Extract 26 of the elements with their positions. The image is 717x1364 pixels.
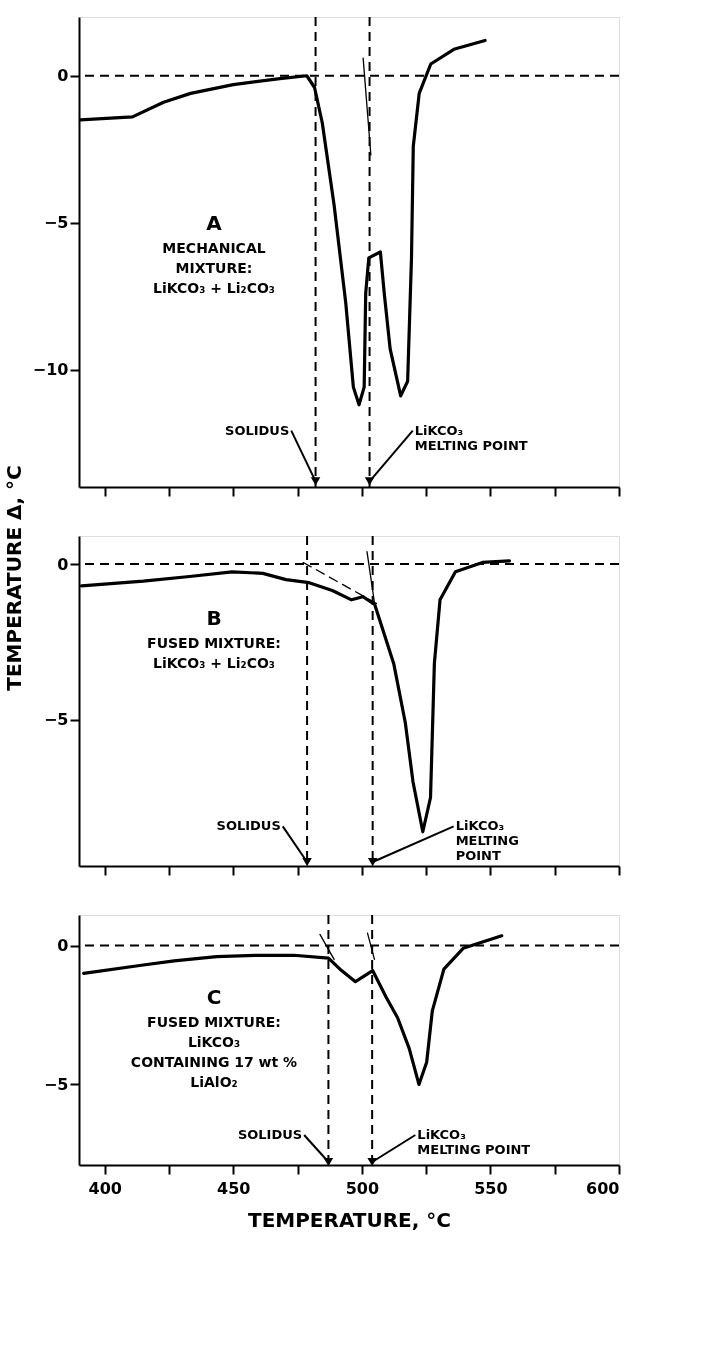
annotation: FUSED MIXTURE: LiKCO₃ CONTAINING 17 wt % LiAlO₂ [130, 1013, 298, 1090]
y-tick-label: −5 [43, 710, 69, 730]
ref-line-label: LiKCO₃ MELTING POINT [417, 1127, 531, 1157]
ref-line-label: SOLIDUS [225, 422, 290, 438]
y-tick-label: −5 [43, 1074, 69, 1094]
ref-line-label: LiKCO₃ MELTING POINT [414, 422, 528, 453]
annotation: A [206, 211, 223, 236]
annotation: FUSED MIXTURE: LiKCO₃ + Li₂CO₃ [147, 634, 281, 671]
x-tick-label: 400 [88, 1178, 122, 1198]
x-tick-label: 450 [217, 1178, 251, 1198]
ref-line-label: LiKCO₃ MELTING POINT [455, 818, 519, 864]
ref-line-label: SOLIDUS [237, 1127, 303, 1142]
y-tick-label: 0 [57, 554, 69, 574]
y-tick-label: 0 [57, 936, 69, 956]
annotation: B [206, 605, 222, 630]
x-axis-title: TEMPERATURE, °C [247, 1207, 452, 1232]
y-tick-label: −5 [43, 213, 69, 233]
ref-line-label: SOLIDUS [216, 818, 281, 834]
annotation: C [206, 984, 222, 1009]
x-tick-label: 500 [345, 1178, 380, 1198]
annotation: MECHANICAL MIXTURE: LiKCO₃ + Li₂CO₃ [153, 240, 275, 297]
y-axis-title: TEMPERATURE Δ, °C [2, 465, 26, 691]
x-tick-label: 600 [586, 1178, 620, 1198]
y-tick-label: 0 [57, 66, 69, 86]
x-tick-label: 550 [474, 1178, 508, 1198]
y-tick-label: −10 [32, 360, 69, 379]
